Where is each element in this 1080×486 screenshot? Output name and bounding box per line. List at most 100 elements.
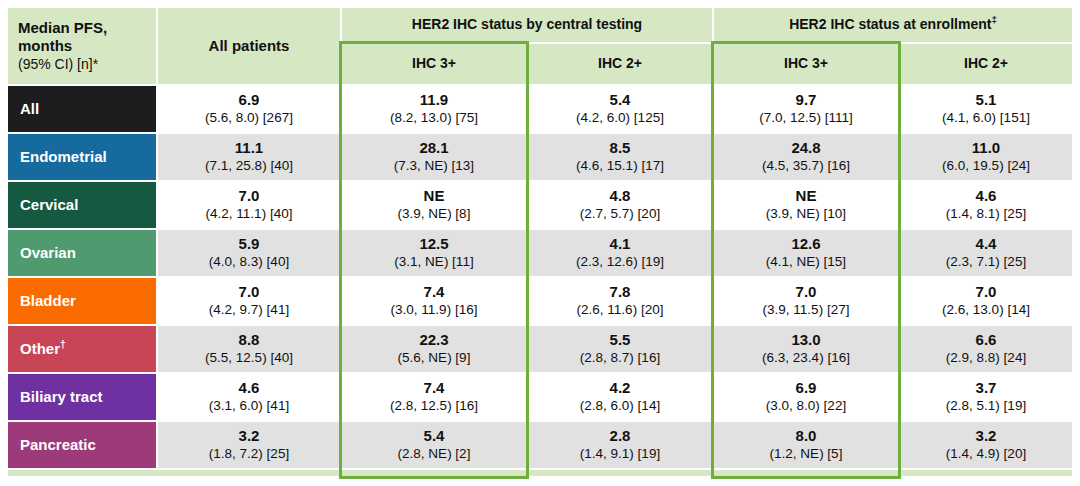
pfs-cell-bladder-all-patients: 7.0(4.2, 9.7) [41] <box>158 278 340 324</box>
table-title: Median PFS, months <box>18 19 107 57</box>
subheader-enrollment-ihc2plus: IHC 2+ <box>900 44 1072 84</box>
median-pfs-value: 8.8 <box>239 331 260 350</box>
confidence-interval: (2.3, 12.6) [19] <box>576 254 664 271</box>
median-pfs-value: 8.0 <box>796 427 817 446</box>
median-pfs-value: 5.1 <box>976 91 997 110</box>
median-pfs-value: 4.6 <box>976 187 997 206</box>
confidence-interval: (1.2, NE) [5] <box>770 446 843 463</box>
row-label-pancreatic: Pancreatic <box>8 422 156 468</box>
confidence-interval: (7.1, 25.8) [40] <box>205 158 293 175</box>
confidence-interval: (7.0, 12.5) [111] <box>759 110 852 127</box>
median-pfs-value: 3.2 <box>239 427 260 446</box>
pfs-cell-endometrial-central-ihc2plus: 8.5(4.6, 15.1) [17] <box>528 134 712 180</box>
confidence-interval: (2.8, 5.1) [19] <box>946 398 1026 415</box>
median-pfs-value: 4.8 <box>610 187 631 206</box>
pfs-cell-endometrial-all-patients: 11.1(7.1, 25.8) [40] <box>158 134 340 180</box>
median-pfs-value: 6.9 <box>239 91 260 110</box>
confidence-interval: (2.8, 8.7) [16] <box>580 350 660 367</box>
confidence-interval: (4.5, 35.7) [16] <box>762 158 850 175</box>
confidence-interval: (1.8, 7.2) [25] <box>209 446 289 463</box>
pfs-cell-pancreatic-central-ihc3plus: 5.4(2.8, NE) [2] <box>342 422 526 468</box>
pfs-cell-pancreatic-enrollment-ihc3plus: 8.0(1.2, NE) [5] <box>714 422 898 468</box>
confidence-interval: (1.4, 8.1) [25] <box>946 206 1026 223</box>
confidence-interval: (3.1, 6.0) [41] <box>209 398 289 415</box>
confidence-interval: (4.2, 6.0) [125] <box>576 110 664 127</box>
pfs-cell-cervical-all-patients: 7.0(4.2, 11.1) [40] <box>158 182 340 228</box>
pfs-cell-bladder-enrollment-ihc2plus: 7.0(2.6, 13.0) [14] <box>900 278 1072 324</box>
confidence-interval: (2.9, 8.8) [24] <box>946 350 1026 367</box>
pfs-cell-other-enrollment-ihc3plus: 13.0(6.3, 23.4) [16] <box>714 326 898 372</box>
confidence-interval: (4.1, 6.0) [151] <box>942 110 1030 127</box>
confidence-interval: (6.0, 19.5) [24] <box>942 158 1030 175</box>
pfs-cell-pancreatic-central-ihc2plus: 2.8(1.4, 9.1) [19] <box>528 422 712 468</box>
pfs-cell-all-central-ihc3plus: 11.9(8.2, 13.0) [75] <box>342 86 526 132</box>
central-testing-group-header: HER2 IHC status by central testing <box>342 8 712 42</box>
pfs-cell-bladder-enrollment-ihc3plus: 7.0(3.9, 11.5) [27] <box>714 278 898 324</box>
median-pfs-value: 4.2 <box>610 379 631 398</box>
row-label-endometrial: Endometrial <box>8 134 156 180</box>
median-pfs-value: 7.0 <box>239 283 260 302</box>
row-label-other: Other† <box>8 326 156 372</box>
pfs-table-grid: Median PFS, months (95% CI) [n]* All pat… <box>8 8 1072 476</box>
double-dagger-footnote-marker: ‡ <box>991 15 996 26</box>
pfs-cell-pancreatic-all-patients: 3.2(1.8, 7.2) [25] <box>158 422 340 468</box>
confidence-interval: (2.7, 5.7) [20] <box>580 206 660 223</box>
median-pfs-value: 12.5 <box>419 235 448 254</box>
confidence-interval: (4.2, 11.1) [40] <box>206 206 293 223</box>
pfs-cell-cervical-enrollment-ihc3plus: NE(3.9, NE) [10] <box>714 182 898 228</box>
pfs-cell-cervical-central-ihc2plus: 4.8(2.7, 5.7) [20] <box>528 182 712 228</box>
subheader-enrollment-ihc3plus: IHC 3+ <box>714 44 898 84</box>
median-pfs-value: 11.1 <box>235 139 263 158</box>
confidence-interval: (7.3, NE) [13] <box>394 158 474 175</box>
median-pfs-value: 5.9 <box>239 235 260 254</box>
confidence-interval: (4.0, 8.3) [40] <box>209 254 289 271</box>
confidence-interval: (2.3, 7.1) [25] <box>946 254 1026 271</box>
median-pfs-value: 3.7 <box>976 379 997 398</box>
confidence-interval: (3.9, 11.5) [27] <box>763 302 850 319</box>
pfs-cell-endometrial-central-ihc3plus: 28.1(7.3, NE) [13] <box>342 134 526 180</box>
pfs-cell-endometrial-enrollment-ihc2plus: 11.0(6.0, 19.5) [24] <box>900 134 1072 180</box>
pfs-cell-all-enrollment-ihc2plus: 5.1(4.1, 6.0) [151] <box>900 86 1072 132</box>
confidence-interval: (3.0, 11.9) [16] <box>391 302 478 319</box>
row-label-biliary-tract: Biliary tract <box>8 374 156 420</box>
pfs-cell-all-enrollment-ihc3plus: 9.7(7.0, 12.5) [111] <box>714 86 898 132</box>
pfs-cell-pancreatic-enrollment-ihc2plus: 3.2(1.4, 4.9) [20] <box>900 422 1072 468</box>
pfs-cell-biliary-tract-all-patients: 4.6(3.1, 6.0) [41] <box>158 374 340 420</box>
subheader-central-ihc3plus: IHC 3+ <box>342 44 526 84</box>
confidence-interval: (3.9, NE) [10] <box>766 206 846 223</box>
confidence-interval: (1.4, 4.9) [20] <box>946 446 1026 463</box>
pfs-cell-bladder-central-ihc3plus: 7.4(3.0, 11.9) [16] <box>342 278 526 324</box>
median-pfs-value: 7.0 <box>796 283 817 302</box>
median-pfs-value: 8.5 <box>610 139 631 158</box>
confidence-interval: (3.0, 8.0) [22] <box>766 398 846 415</box>
confidence-interval: (3.9, NE) [8] <box>398 206 471 223</box>
pfs-cell-biliary-tract-central-ihc2plus: 4.2(2.8, 6.0) [14] <box>528 374 712 420</box>
confidence-interval: (2.8, NE) [2] <box>398 446 471 463</box>
confidence-interval: (2.8, 12.5) [16] <box>390 398 478 415</box>
median-pfs-value: 2.8 <box>610 427 631 446</box>
confidence-interval: (4.6, 15.1) [17] <box>576 158 664 175</box>
median-pfs-value: 5.4 <box>424 427 445 446</box>
median-pfs-value: 6.9 <box>796 379 817 398</box>
pfs-cell-endometrial-enrollment-ihc3plus: 24.8(4.5, 35.7) [16] <box>714 134 898 180</box>
median-pfs-value: 3.2 <box>976 427 997 446</box>
pfs-cell-ovarian-all-patients: 5.9(4.0, 8.3) [40] <box>158 230 340 276</box>
confidence-interval: (4.1, NE) [15] <box>766 254 846 271</box>
all-patients-column-header: All patients <box>158 8 340 84</box>
median-pfs-value: 5.5 <box>610 331 631 350</box>
median-pfs-value: 7.4 <box>424 283 445 302</box>
row-label-cervical: Cervical <box>8 182 156 228</box>
confidence-interval: (4.2, 9.7) [41] <box>209 302 289 319</box>
pfs-cell-ovarian-central-ihc2plus: 4.1(2.3, 12.6) [19] <box>528 230 712 276</box>
enrollment-group-header: HER2 IHC status at enrollment‡ <box>714 8 1072 42</box>
pfs-cell-ovarian-enrollment-ihc3plus: 12.6(4.1, NE) [15] <box>714 230 898 276</box>
median-pfs-value: NE <box>424 187 445 206</box>
confidence-interval: (2.6, 11.6) [20] <box>577 302 664 319</box>
median-pfs-value: 6.6 <box>976 331 997 350</box>
pfs-cell-ovarian-enrollment-ihc2plus: 4.4(2.3, 7.1) [25] <box>900 230 1072 276</box>
confidence-interval: (5.6, 8.0) [267] <box>205 110 293 127</box>
confidence-interval: (5.5, 12.5) [40] <box>205 350 293 367</box>
pfs-cell-other-enrollment-ihc2plus: 6.6(2.9, 8.8) [24] <box>900 326 1072 372</box>
confidence-interval: (5.6, NE) [9] <box>398 350 471 367</box>
median-pfs-value: 13.0 <box>791 331 820 350</box>
